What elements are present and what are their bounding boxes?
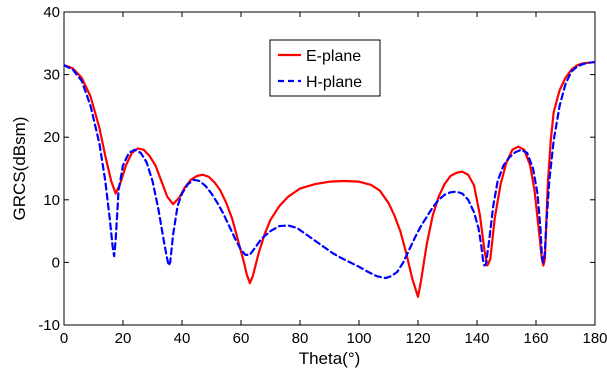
x-tick-label: 180 xyxy=(582,330,607,347)
x-tick-label: 100 xyxy=(346,330,371,347)
y-tick-label: 10 xyxy=(43,192,60,209)
series-line-h-plane xyxy=(64,60,595,280)
x-tick-label: 60 xyxy=(233,330,250,347)
legend: E-plane H-plane xyxy=(269,39,381,97)
x-tick-label: 120 xyxy=(405,330,430,347)
y-tick-labels: -10 0 10 20 30 40 xyxy=(38,4,60,334)
x-tick-label: 140 xyxy=(464,330,489,347)
legend-label-e-plane: E-plane xyxy=(306,48,361,65)
series-line-e-plane xyxy=(64,60,595,298)
y-tick-label: 40 xyxy=(43,4,60,21)
y-tick-label: 20 xyxy=(43,129,60,146)
x-tick-label: 20 xyxy=(115,330,132,347)
x-tick-label: 40 xyxy=(174,330,191,347)
legend-label-h-plane: H-plane xyxy=(306,74,362,91)
y-tick-label: 30 xyxy=(43,67,60,84)
axis-ticks xyxy=(63,11,596,326)
legend-box xyxy=(269,39,381,97)
series-layer xyxy=(64,60,595,298)
x-axis-label: Theta(°) xyxy=(299,349,361,368)
x-tick-label: 80 xyxy=(292,330,309,347)
x-tick-label: 0 xyxy=(60,330,68,347)
y-axis-label: GRCS(dBsm) xyxy=(10,117,29,221)
x-tick-labels: 0 20 40 60 80 100 120 140 160 180 xyxy=(60,330,607,347)
y-tick-label: -10 xyxy=(38,317,60,334)
y-tick-label: 0 xyxy=(52,254,60,271)
x-tick-label: 160 xyxy=(523,330,548,347)
